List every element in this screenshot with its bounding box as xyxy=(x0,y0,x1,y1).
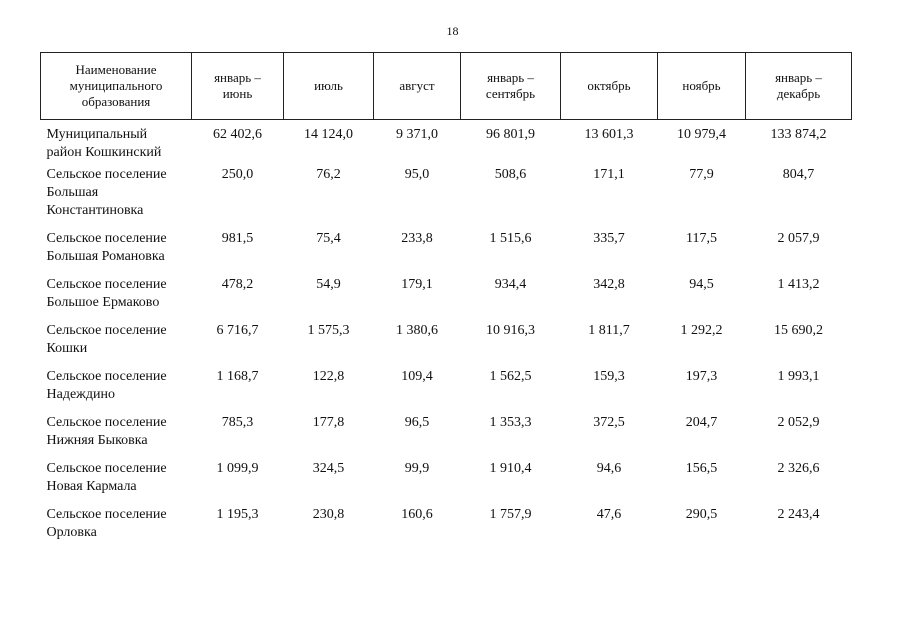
value-cell-oct: 372,5 xyxy=(593,415,625,430)
page-number: 18 xyxy=(446,24,459,38)
value-cell-jan-dec: 15 690,2 xyxy=(774,323,823,338)
table-row: Сельское поселение Новая Кармала 1 099,9 3… xyxy=(41,460,852,506)
value-cell-jan-jun: 785,3 xyxy=(221,415,254,430)
municipality-name-cell: Сельское поселение Большая Константиновк… xyxy=(46,167,167,218)
value-cell-jan-sep: 1 910,4 xyxy=(489,461,532,476)
value-cell-nov: 197,3 xyxy=(685,369,718,384)
header-jul: июль xyxy=(283,52,374,120)
value-cell-oct: 94,6 xyxy=(596,461,622,476)
value-cell-jan-sep: 1 515,6 xyxy=(489,231,532,246)
table-row: Сельское поселение Надеждино 1 168,7 122,8… xyxy=(41,368,852,414)
municipality-name-cell: Сельское поселение Надеждино xyxy=(46,369,167,402)
header-jan-jun: январь – июнь xyxy=(191,52,284,120)
value-cell-oct: 47,6 xyxy=(596,507,622,522)
value-cell-jan-dec: 804,7 xyxy=(782,167,815,182)
value-cell-aug: 109,4 xyxy=(401,369,433,384)
value-cell-aug: 1 380,6 xyxy=(396,323,438,338)
header-aug: август xyxy=(373,52,461,120)
value-cell-jan-dec: 1 993,1 xyxy=(777,369,820,384)
municipality-name-cell: Сельское поселение Большая Романовка xyxy=(46,231,167,264)
table-row: Сельское поселение Большая Константиновк… xyxy=(41,166,852,230)
municipality-name-cell: Сельское поселение Новая Кармала xyxy=(46,461,167,494)
header-nov: ноябрь xyxy=(657,52,746,120)
table-row: Сельское поселение Орловка 1 195,3 230,8 16… xyxy=(41,506,852,552)
table-row: Сельское поселение Большое Ермаково 478,2… xyxy=(41,276,852,322)
value-cell-nov: 10 979,4 xyxy=(677,127,726,142)
value-cell-jan-sep: 508,6 xyxy=(494,167,527,182)
municipality-name-cell: Сельское поселение Кошки xyxy=(46,323,167,356)
value-cell-jul: 230,8 xyxy=(312,507,345,522)
value-cell-aug: 233,8 xyxy=(401,231,433,246)
value-cell-nov: 1 292,2 xyxy=(680,323,723,338)
value-cell-nov: 204,7 xyxy=(685,415,718,430)
value-cell-jul: 14 124,0 xyxy=(304,127,353,142)
value-cell-jul: 324,5 xyxy=(312,461,345,476)
value-cell-nov: 290,5 xyxy=(685,507,718,522)
value-cell-nov: 117,5 xyxy=(686,231,717,246)
value-cell-nov: 156,5 xyxy=(685,461,718,476)
value-cell-oct: 335,7 xyxy=(593,231,625,246)
value-cell-oct: 159,3 xyxy=(593,369,625,384)
municipality-name-cell: Сельское поселение Нижняя Быковка xyxy=(46,415,167,448)
value-cell-jan-jun: 250,0 xyxy=(221,167,254,182)
value-cell-jan-sep: 10 916,3 xyxy=(486,323,535,338)
value-cell-jan-jun: 981,5 xyxy=(221,231,254,246)
header-municipality: Наименование муниципального образования xyxy=(40,52,192,120)
value-cell-aug: 9 371,0 xyxy=(396,127,438,142)
value-cell-jan-dec: 133 874,2 xyxy=(770,127,827,142)
table-header-row: Наименование муниципального образования … xyxy=(40,52,852,120)
value-cell-jan-jun: 1 168,7 xyxy=(216,369,259,384)
value-cell-nov: 77,9 xyxy=(689,167,714,182)
value-cell-jan-jun: 478,2 xyxy=(221,277,254,292)
value-cell-jan-jun: 6 716,7 xyxy=(216,323,259,338)
value-cell-oct: 13 601,3 xyxy=(584,127,634,142)
value-cell-jan-dec: 1 413,2 xyxy=(777,277,820,292)
value-cell-jan-sep: 1 757,9 xyxy=(489,507,532,522)
header-jan-dec: январь – декабрь xyxy=(745,52,852,120)
value-cell-oct: 171,1 xyxy=(593,167,625,182)
value-cell-jan-dec: 2 057,9 xyxy=(777,231,820,246)
value-cell-jul: 76,2 xyxy=(316,167,341,182)
value-cell-jan-dec: 2 052,9 xyxy=(777,415,820,430)
header-oct: октябрь xyxy=(560,52,658,120)
value-cell-jan-sep: 96 801,9 xyxy=(486,127,535,142)
municipality-name-cell: Сельское поселение Орловка xyxy=(46,507,167,540)
value-cell-jan-sep: 1 353,3 xyxy=(489,415,532,430)
value-cell-oct: 342,8 xyxy=(593,277,625,292)
value-cell-jul: 75,4 xyxy=(316,231,341,246)
value-cell-jan-sep: 934,4 xyxy=(494,277,527,292)
value-cell-jul: 1 575,3 xyxy=(307,323,350,338)
value-cell-aug: 96,5 xyxy=(404,415,430,430)
value-cell-jan-sep: 1 562,5 xyxy=(489,369,532,384)
value-cell-aug: 160,6 xyxy=(401,507,433,522)
data-table: Наименование муниципального образования … xyxy=(40,52,852,552)
value-cell-jan-jun: 1 099,9 xyxy=(216,461,259,476)
value-cell-aug: 99,9 xyxy=(404,461,430,476)
value-cell-jul: 54,9 xyxy=(316,277,341,292)
table-row: Сельское поселение Нижняя Быковка 785,3 17… xyxy=(41,414,852,460)
value-cell-jan-dec: 2 243,4 xyxy=(777,507,820,522)
header-jan-sep: январь – сентябрь xyxy=(460,52,561,120)
municipality-name-cell: Муниципальный район Кошкинский xyxy=(46,127,162,160)
value-cell-jan-jun: 1 195,3 xyxy=(216,507,259,522)
value-cell-jul: 177,8 xyxy=(312,415,345,430)
table-row: Сельское поселение Большая Романовка 981,… xyxy=(41,230,852,276)
value-cell-aug: 95,0 xyxy=(404,167,430,182)
table-row: Сельское поселение Кошки 6 716,7 1 575,3 1 … xyxy=(41,322,852,368)
table-body: Муниципальный район Кошкинский 62 402,6 14… xyxy=(41,120,852,553)
value-cell-nov: 94,5 xyxy=(689,277,714,292)
value-cell-jan-jun: 62 402,6 xyxy=(213,127,262,142)
table-row: Муниципальный район Кошкинский 62 402,6 14… xyxy=(41,120,852,167)
value-cell-jan-dec: 2 326,6 xyxy=(777,461,820,476)
municipality-name-cell: Сельское поселение Большое Ермаково xyxy=(46,277,167,310)
value-cell-jul: 122,8 xyxy=(312,369,345,384)
value-cell-oct: 1 811,7 xyxy=(588,323,630,338)
value-cell-aug: 179,1 xyxy=(401,277,433,292)
